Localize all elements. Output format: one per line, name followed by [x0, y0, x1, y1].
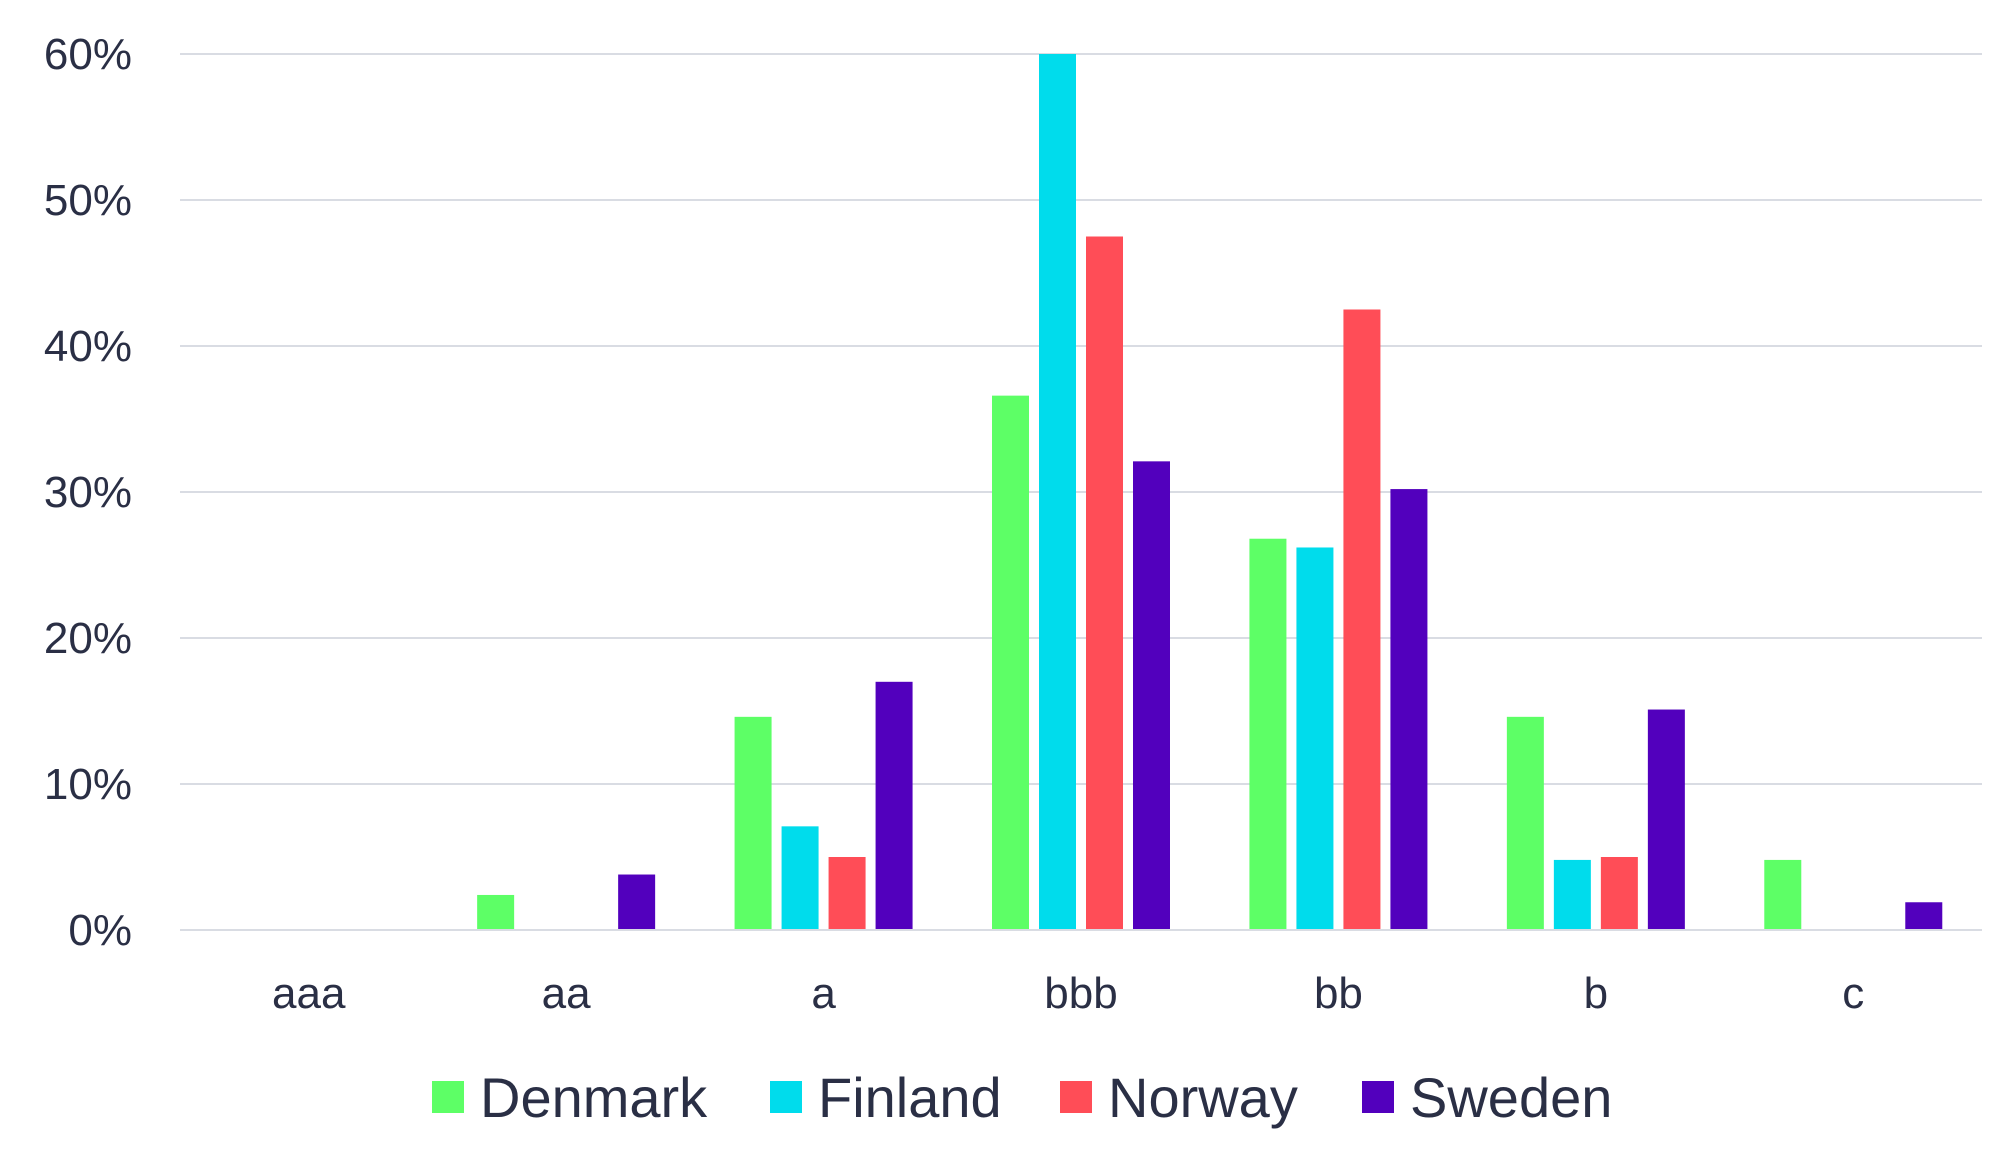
y-tick-label: 50%	[44, 176, 132, 225]
y-tick-label: 40%	[44, 322, 132, 371]
legend-item-finland: Finland	[770, 1066, 1002, 1129]
legend-label: Denmark	[480, 1066, 708, 1129]
x-tick-label: aaa	[272, 969, 346, 1018]
x-tick-label: a	[811, 969, 836, 1018]
legend-swatch	[1060, 1081, 1092, 1113]
x-tick-label: c	[1842, 969, 1864, 1018]
bar-denmark-aa	[477, 894, 515, 930]
y-tick-label: 10%	[44, 760, 132, 809]
bar-denmark-bb	[1249, 538, 1287, 930]
bar-finland-a	[781, 826, 819, 930]
bar-norway-bb	[1343, 309, 1381, 930]
bar-sweden-bb	[1390, 489, 1428, 930]
x-tick-label: bbb	[1044, 969, 1117, 1018]
x-tick-label: aa	[542, 969, 591, 1018]
bar-norway-a	[828, 857, 866, 930]
legend-swatch	[770, 1081, 802, 1113]
legend-label: Sweden	[1410, 1066, 1612, 1129]
legend-swatch	[1362, 1081, 1394, 1113]
bars	[180, 54, 1982, 931]
y-axis-tick-labels: 0% 10% 20% 30% 40% 50% 60%	[44, 30, 132, 955]
bar-denmark-a	[734, 716, 772, 930]
y-tick-label: 60%	[44, 30, 132, 79]
y-tick-label: 20%	[44, 614, 132, 663]
legend-label: Finland	[818, 1066, 1002, 1129]
legend-swatch	[432, 1081, 464, 1113]
x-tick-label: bb	[1314, 969, 1363, 1018]
bar-sweden-bbb	[1133, 461, 1170, 930]
bar-norway-b	[1600, 857, 1638, 930]
x-tick-label: b	[1584, 969, 1608, 1018]
bar-sweden-c	[1905, 902, 1943, 930]
legend-item-denmark: Denmark	[432, 1066, 708, 1129]
gridlines	[180, 53, 1982, 931]
bar-denmark-bbb	[992, 395, 1029, 930]
bar-norway-bbb	[1086, 236, 1123, 930]
bar-finland-b	[1553, 859, 1591, 930]
y-tick-label: 30%	[44, 468, 132, 517]
bar-sweden-aa	[618, 874, 656, 930]
bar-finland-bbb	[1039, 54, 1076, 930]
legend-item-norway: Norway	[1060, 1066, 1298, 1129]
bar-sweden-a	[875, 681, 913, 930]
bar-finland-bb	[1296, 547, 1334, 930]
x-axis-tick-labels: aaa aa a bbb bb b c	[272, 969, 1864, 1018]
y-tick-label: 0%	[68, 906, 132, 955]
legend-item-sweden: Sweden	[1362, 1066, 1612, 1129]
bar-sweden-b	[1647, 709, 1685, 930]
legend: Denmark Finland Norway Sweden	[432, 1066, 1612, 1129]
legend-label: Norway	[1108, 1066, 1298, 1129]
bar-denmark-c	[1764, 859, 1802, 930]
bar-denmark-b	[1506, 716, 1544, 930]
